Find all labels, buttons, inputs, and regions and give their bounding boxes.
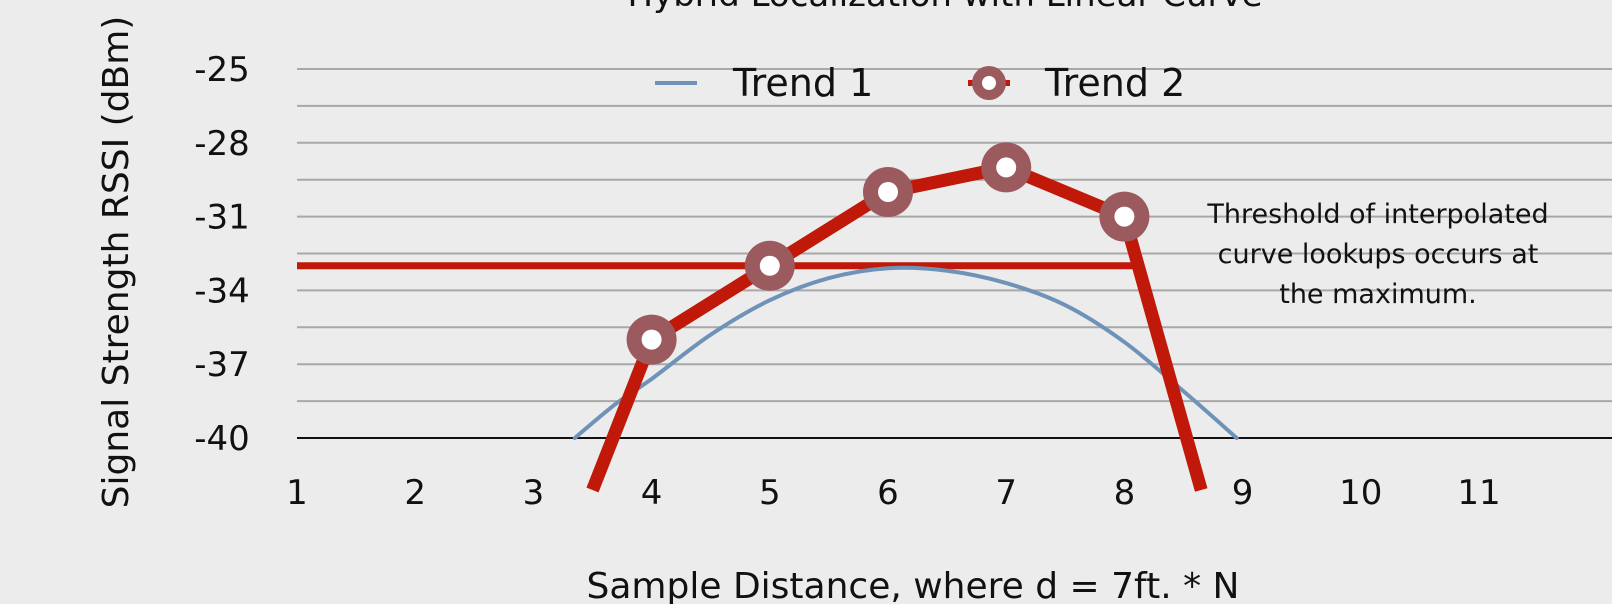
x-tick-label: 4 — [641, 473, 663, 513]
x-tick-label: 9 — [1232, 473, 1254, 513]
trend-2-point — [863, 167, 913, 217]
x-axis-label: Sample Distance, where d = 7ft. * N — [587, 566, 1240, 604]
trend-2-marker-inner — [641, 329, 662, 350]
x-tick-label: 2 — [404, 473, 426, 513]
legend-trend-1-label: Trend 1 — [732, 61, 873, 105]
y-tick-label: -34 — [194, 271, 250, 311]
gridlines — [297, 68, 1612, 439]
x-tick-labels: 1 2 3 4 5 6 7 8 9 10 11 — [286, 473, 1500, 513]
annotation: Threshold of interpolated curve lookups o… — [1206, 199, 1548, 310]
trend-2-marker-inner — [878, 182, 898, 202]
trend-2-point — [981, 142, 1032, 193]
legend-trend-2-marker-inner — [982, 76, 996, 90]
trend-2-marker-inner — [759, 255, 780, 276]
annotation-line: the maximum. — [1279, 279, 1477, 310]
x-tick-label: 11 — [1457, 473, 1500, 513]
annotation-line: Threshold of interpolated — [1206, 199, 1548, 230]
y-tick-labels: -25 -28 -31 -34 -37 -40 — [194, 50, 250, 459]
x-tick-label: 7 — [995, 473, 1017, 513]
y-tick-label: -28 — [194, 124, 250, 164]
x-tick-label: 1 — [286, 473, 308, 513]
y-tick-label: -31 — [194, 198, 250, 238]
annotation-line: curve lookups occurs at — [1218, 239, 1539, 270]
chart-title: Hybrid Localization with Linear Curve — [628, 0, 1263, 15]
y-tick-label: -37 — [194, 345, 250, 385]
y-axis-label: Signal Strength RSSI (dBm) — [96, 16, 137, 509]
trend-2-point — [626, 314, 677, 365]
series-trend-1-line — [572, 265, 1239, 440]
x-tick-label: 8 — [1114, 473, 1136, 513]
x-tick-label: 10 — [1339, 473, 1382, 513]
x-tick-label: 5 — [759, 473, 781, 513]
x-tick-label: 3 — [523, 473, 545, 513]
legend-trend-2-label: Trend 2 — [1044, 61, 1185, 105]
trend-2-marker-inner — [996, 157, 1017, 178]
trend-2-point — [744, 240, 795, 291]
legend: Trend 1 Trend 2 — [655, 61, 1185, 105]
y-tick-label: -25 — [194, 50, 250, 90]
series-layer — [297, 142, 1239, 493]
x-tick-label: 6 — [877, 473, 899, 513]
y-tick-label: -40 — [194, 419, 250, 459]
trend-2-point — [1099, 191, 1150, 242]
trend-2-marker-inner — [1114, 206, 1135, 227]
